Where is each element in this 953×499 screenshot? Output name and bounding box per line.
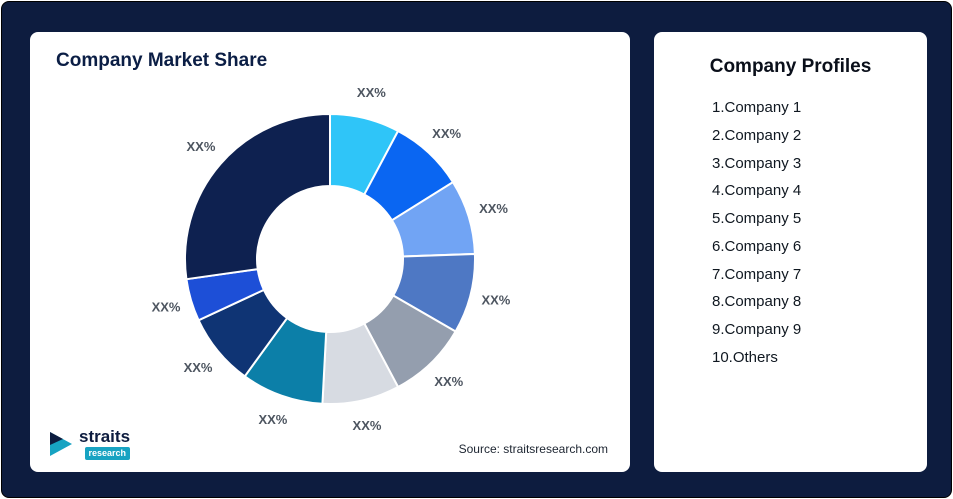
slice-percpart-label: XX% — [184, 360, 213, 375]
profile-list-item: 1.Company 1 — [712, 99, 802, 116]
source-attribution: Source: straitsresearch.com — [458, 442, 608, 456]
logo-name: straits — [79, 427, 131, 447]
slice-percpart-label: XX% — [186, 139, 215, 154]
profile-list-item: 8.Company 8 — [712, 293, 802, 311]
profile-list-item: 6.Company 6 — [712, 237, 802, 255]
donut-segment — [184, 112, 331, 281]
straits-research-logo: straits research — [50, 427, 131, 460]
profile-list-item: 10.Others — [712, 348, 778, 366]
slice-percpart-label: XX% — [481, 292, 510, 307]
profile-list-item: 7.Company 7 — [712, 265, 802, 283]
chart-title: Company Market Share — [56, 50, 268, 71]
market-share-card: Company Market Share XX% XX% XX% XX% XX% XX% X… — [30, 32, 630, 472]
logo-text: straits research — [79, 427, 131, 460]
slice-percpart-label: XX% — [357, 85, 386, 100]
slice-percpart-label: XX% — [152, 300, 181, 315]
profile-list-item: 5.Company 5 — [712, 210, 802, 227]
donut-chart: XX% XX% XX% XX% XX% XX% XX% XX% XX% XX% — [30, 74, 630, 454]
logo-subtitle: research — [84, 447, 131, 460]
profile-list-item: 2.Company 2 — [712, 126, 802, 144]
profile-list-item: 9.Company 9 — [712, 321, 802, 338]
profiles-title: Company Profiles — [709, 56, 872, 77]
profile-list-item: 3.Company 3 — [712, 154, 802, 172]
profile-list-item: 4.Company 4 — [712, 182, 802, 200]
slice-percpart-label: XX% — [258, 412, 287, 427]
slice-percpart-label: XX% — [432, 126, 461, 141]
profiles-list: 1.Company 1 2.Company 2 3.Company 3 4.Compa… — [654, 94, 927, 372]
donut-chart-svg: XX% XX% XX% XX% XX% XX% XX% XX% XX% XX% — [152, 85, 511, 433]
logo-arrow-icon — [50, 432, 72, 457]
company-profiles-card: Company Profiles 1.Company 1 2.Company 2 3… — [654, 32, 927, 472]
slice-percpart-label: XX% — [353, 418, 382, 433]
slice-percpart-label: XX% — [434, 374, 463, 389]
slice-percpart-label: XX% — [479, 201, 508, 216]
